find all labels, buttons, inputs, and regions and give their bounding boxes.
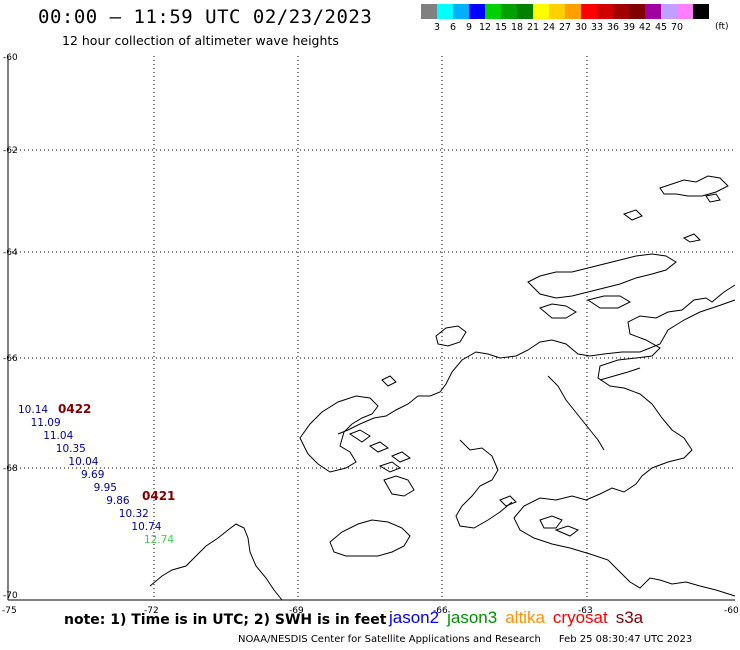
wave-height-value: 10.04 [68,456,98,468]
colorbar-label: 70 [670,22,684,33]
peninsula-coast [513,284,736,597]
colorbar-swatch [453,4,469,19]
anvers-island [435,325,467,347]
colorbar-swatch [645,4,661,19]
colorbar-label: 15 [494,22,508,33]
lat-label: -62 [3,146,18,156]
lat-label: -70 [3,591,18,601]
colorbar-swatch [581,4,597,19]
footer-note: note: 1) Time is in UTC; 2) SWH is in fe… [64,612,387,628]
colorbar-swatch [485,4,501,19]
colorbar-label: 45 [654,22,668,33]
timestamp: Feb 25 08:30:47 UTC 2023 [558,634,693,645]
wave-height-value: 9.69 [81,469,104,481]
colorbar-label: 39 [622,22,636,33]
pass-label-0422: 0422 [58,402,91,416]
colorbar-swatch [613,4,629,19]
wave-height-value: 10.14 [18,404,48,416]
lat-label: -68 [3,464,18,474]
south-shetland-island [659,175,729,197]
wedell-coast [599,367,641,381]
wave-height-value: 10.74 [131,521,161,533]
larsen-islet-2 [554,525,580,537]
colorbar-swatch [517,4,533,19]
colorbar-label: 33 [590,22,604,33]
colorbar-swatch [565,4,581,19]
coastline [149,175,736,601]
larsen-islet-1 [539,515,563,529]
colorbar-swatch [533,4,549,19]
biscoe-islands [348,429,412,473]
colorbar-label: 6 [449,22,457,33]
wave-height-value: 12.74 [144,534,174,546]
wave-height-value: 10.35 [56,443,86,455]
wave-height-value: 9.95 [94,482,117,494]
map-title: 00:00 – 11:59 UTC 02/23/2023 [38,6,373,28]
credit-line: NOAA/NESDIS Center for Satellite Applica… [238,634,692,645]
colorbar-swatch [677,4,693,19]
colorbar-label: 42 [638,22,652,33]
map-subtitle: 12 hour collection of altimeter wave hei… [62,33,339,48]
colorbar-unit: (ft) [715,22,729,32]
alexander-island [329,519,411,557]
inland-coast [455,439,513,529]
colorbar-swatch [597,4,613,19]
satellite-s3a: s3a [615,608,644,627]
island-group-mid [538,303,577,319]
peninsula-west-coast [337,299,736,435]
wave-height-value: 11.04 [43,430,73,442]
lon-label: -72 [144,606,159,616]
lon-label: -60 [724,606,739,616]
colorbar-label: 36 [606,22,620,33]
lon-label: -75 [2,606,17,616]
colorbar-label: 18 [510,22,524,33]
island-small-1 [622,209,643,221]
small-island-west [381,375,397,387]
george-vi-coast [149,523,283,601]
colorbar-swatch [693,4,709,19]
colorbar-swatch [469,4,485,19]
lon-label: -66 [433,606,448,616]
inland-coast-2 [547,375,605,451]
colorbar-swatch [437,4,453,19]
island-small-2 [682,233,702,243]
wave-height-value: 11.09 [31,417,61,429]
satellite-cryosat: cryosat [552,608,608,627]
colorbar-label: 24 [542,22,556,33]
colorbar-label: 21 [526,22,540,33]
pass-label-0421: 0421 [142,489,175,503]
satellite-jason3: jason3 [447,608,498,627]
pourquoi-pas-island [383,475,415,497]
colorbar-swatch [629,4,645,19]
island-small-3 [705,193,721,203]
credit-text: NOAA/NESDIS Center for Satellite Applica… [238,634,541,645]
island-group-north [527,253,677,299]
colorbar-label: 9 [465,22,473,33]
colorbar-label: 27 [558,22,572,33]
lat-label: -64 [3,248,18,258]
colorbar-swatch [501,4,517,19]
lat-label: -60 [3,53,18,63]
island-group-east [586,295,632,309]
lat-label: -66 [3,354,18,364]
wave-height-colorbar [421,4,709,20]
colorbar-swatch [549,4,565,19]
colorbar-label: 3 [433,22,441,33]
lon-label: -69 [289,606,304,616]
track-values: 10.1411.0911.0410.3510.049.699.959.8610.… [18,404,174,546]
small-island-south [499,495,517,507]
colorbar-swatch [661,4,677,19]
colorbar-label: 30 [574,22,588,33]
satellite-jason2: jason2 [389,608,440,627]
satellite-legend: jason2 jason3 altika cryosat s3a [389,608,651,628]
wave-height-value: 10.32 [119,508,149,520]
wave-height-value: 9.86 [106,495,130,507]
adelaide-island [299,395,379,473]
graticule [8,56,735,600]
colorbar-label: 12 [478,22,492,33]
lon-label: -63 [578,606,593,616]
satellite-altika: altika [505,608,545,627]
colorbar-swatch [421,4,437,19]
